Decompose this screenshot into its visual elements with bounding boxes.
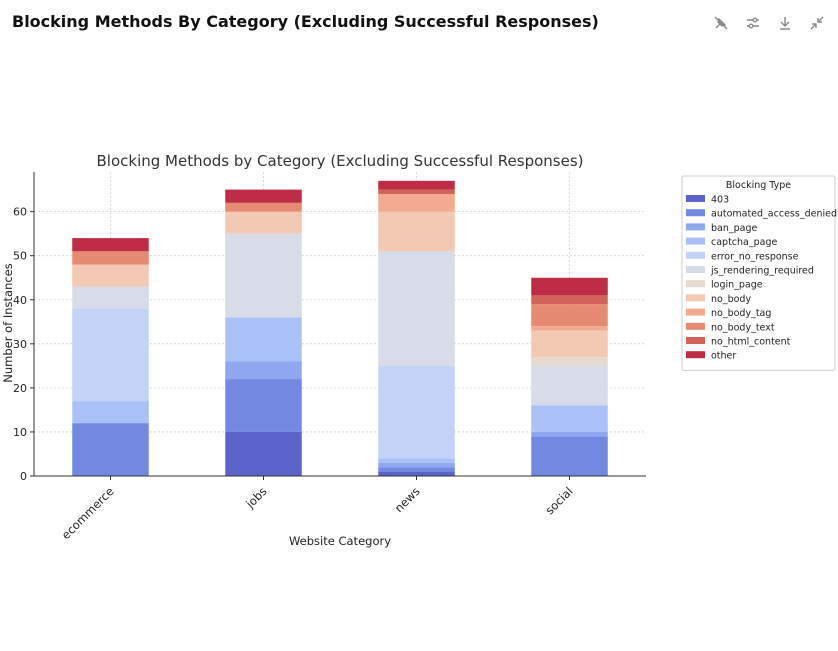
legend-label: other	[711, 351, 736, 362]
legend-label: no_html_content	[711, 337, 791, 348]
bar-segment-no-body-tag-social	[531, 326, 608, 331]
bar-segment-js-rendering-required-social	[531, 365, 608, 406]
bar-segment-no-html-content-news	[378, 189, 455, 195]
bar-segment-no-html-content-social	[531, 295, 608, 305]
page-title: Blocking Methods By Category (Excluding …	[12, 12, 599, 31]
legend-label: error_no_response	[711, 251, 799, 262]
bar-segment-other-news	[378, 180, 455, 190]
adjust-icon[interactable]	[742, 12, 764, 34]
legend-label: automated_access_denied	[711, 209, 837, 220]
y-tick-label: 30	[13, 338, 27, 351]
legend-label: ban_page	[711, 223, 758, 234]
legend-label: captcha_page	[711, 237, 777, 248]
bar-segment-ban-page-jobs	[225, 361, 302, 380]
bar-segment-403-jobs	[225, 431, 302, 476]
bar-segment-error-no-response-news	[378, 365, 455, 459]
x-tick-label: news	[392, 484, 423, 515]
bar-segment-js-rendering-required-jobs	[225, 233, 302, 318]
bar-segment-no-body-social	[531, 330, 608, 358]
bar-segment-ban-page-social	[531, 431, 608, 437]
legend-swatch	[686, 280, 705, 288]
bar-segment-no-body-text-jobs	[225, 202, 302, 212]
bar-segment-captcha-page-jobs	[225, 317, 302, 362]
collapse-icon[interactable]	[806, 12, 828, 34]
bar-segment-captcha-page-news	[378, 458, 455, 463]
bar-segment-login-page-social	[531, 357, 608, 366]
y-tick-label: 20	[13, 382, 27, 395]
bar-segment-other-ecommerce	[72, 238, 149, 252]
bar-segment-captcha-page-social	[531, 405, 608, 432]
y-tick-label: 40	[13, 294, 27, 307]
legend-label: js_rendering_required	[710, 266, 814, 277]
bar-segment-automated-access-denied-news	[378, 467, 455, 472]
legend-box	[681, 175, 836, 371]
pin-icon[interactable]	[710, 12, 732, 34]
bar-segment-no-body-tag-news	[378, 194, 455, 212]
y-tick-label: 50	[13, 250, 27, 263]
legend-swatch	[686, 308, 705, 316]
chart-title: Blocking Methods by Category (Excluding …	[97, 152, 584, 170]
x-tick-label: social	[543, 484, 576, 517]
legend-swatch	[686, 251, 705, 259]
y-tick-label: 10	[13, 426, 27, 439]
bar-segment-no-body-jobs	[225, 211, 302, 234]
bar-segment-no-body-news	[378, 211, 455, 252]
legend-swatch	[686, 209, 705, 217]
bar-segment-no-body-text-social	[531, 304, 608, 327]
bar-segment-no-body-ecommerce	[72, 264, 149, 287]
bar-segment-automated-access-denied-social	[531, 436, 608, 476]
bar-segment-captcha-page-ecommerce	[72, 401, 149, 424]
legend-swatch	[686, 195, 705, 202]
legend-label: no_body_tag	[711, 308, 771, 319]
legend-label: 403	[711, 195, 729, 206]
legend-label: no_body_text	[711, 322, 775, 333]
bar-segment-automated-access-denied-jobs	[225, 379, 302, 432]
legend-swatch	[686, 237, 705, 245]
x-tick-label: ecommerce	[59, 484, 117, 542]
y-tick-label: 0	[20, 470, 27, 483]
bar-segment-js-rendering-required-news	[378, 251, 455, 366]
bar-segment-other-social	[531, 277, 608, 296]
legend-swatch	[686, 294, 705, 302]
bar-segment-403-news	[378, 471, 455, 476]
toolbar	[710, 12, 828, 34]
bar-segment-other-jobs	[225, 189, 302, 203]
bar-segment-js-rendering-required-ecommerce	[72, 286, 149, 309]
bar-segment-automated-access-denied-ecommerce	[72, 423, 149, 476]
bar-segment-ban-page-news	[378, 462, 455, 468]
legend-swatch	[686, 351, 705, 359]
legend-swatch	[686, 337, 705, 344]
bar-segment-error-no-response-ecommerce	[72, 308, 149, 402]
legend-swatch	[686, 322, 705, 330]
legend-swatch	[686, 223, 705, 231]
legend-label: login_page	[711, 280, 763, 291]
legend-title: Blocking Type	[726, 180, 791, 191]
header: Blocking Methods By Category (Excluding …	[0, 0, 838, 48]
legend-swatch	[686, 266, 705, 273]
download-icon[interactable]	[774, 12, 796, 34]
y-tick-label: 60	[13, 206, 27, 219]
x-tick-label: jobs	[242, 484, 269, 511]
x-axis-label: Website Category	[289, 534, 391, 548]
legend-label: no_body	[711, 294, 751, 305]
y-axis-label: Number of Instances	[1, 263, 15, 383]
bar-segment-no-body-text-ecommerce	[72, 251, 149, 265]
